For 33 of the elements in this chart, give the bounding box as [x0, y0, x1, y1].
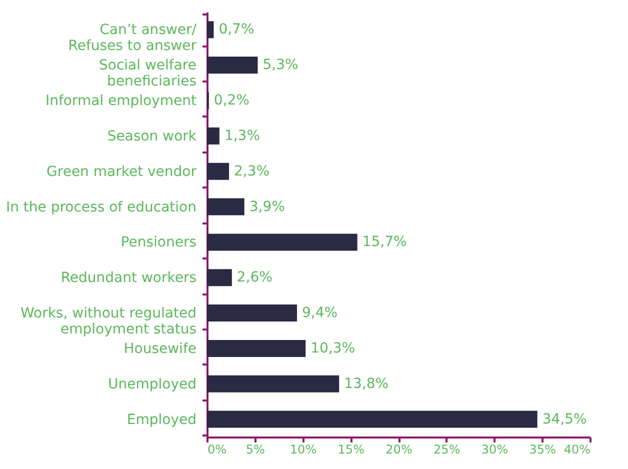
- data-label: 5,3%: [262, 57, 298, 74]
- y-tick-label: Informal employment: [45, 93, 197, 110]
- x-tick-label: 40%: [564, 442, 590, 456]
- data-label: 13,8%: [344, 376, 389, 392]
- y-tick-label: Redundant workers: [60, 270, 196, 286]
- x-tick-label: 10%: [290, 442, 317, 456]
- y-tick-label: Can’t answer/ Refuses to answer: [68, 22, 197, 54]
- data-label: 1,3%: [224, 128, 260, 144]
- x-tick-label: 20%: [386, 442, 412, 456]
- data-label: 3,9%: [249, 198, 285, 215]
- y-tick-label: Housewife: [124, 340, 196, 357]
- data-label: 10,3%: [310, 340, 356, 356]
- data-label: 34,5%: [542, 411, 587, 428]
- y-tick-label: Employed: [126, 412, 196, 428]
- data-label: 2,3%: [234, 163, 270, 180]
- data-label: 2,6%: [236, 270, 272, 286]
- y-tick-label: Green market vendor: [46, 164, 197, 180]
- y-tick-label: Works, without regulated employment status: [20, 306, 196, 338]
- data-label: 9,4%: [302, 305, 338, 322]
- x-tick-label: 15%: [338, 442, 364, 456]
- y-tick-label: Season work: [107, 128, 198, 144]
- x-tick-label: 0%: [208, 442, 227, 456]
- y-tick-label: In the process of education: [6, 199, 196, 216]
- y-tick-label: Unemployed: [108, 376, 196, 392]
- data-label: 0,7%: [218, 22, 254, 38]
- data-label: 0,2%: [214, 92, 250, 109]
- x-tick-label: 25%: [434, 442, 460, 456]
- y-tick-label: Social welfare beneficiaries: [99, 58, 196, 90]
- x-tick-label: 30%: [481, 442, 508, 456]
- data-label: 15,7%: [362, 234, 407, 250]
- x-tick-label: 35%: [529, 442, 556, 456]
- x-tick-label: 5%: [246, 442, 265, 456]
- y-tick-label: Pensioners: [120, 234, 196, 251]
